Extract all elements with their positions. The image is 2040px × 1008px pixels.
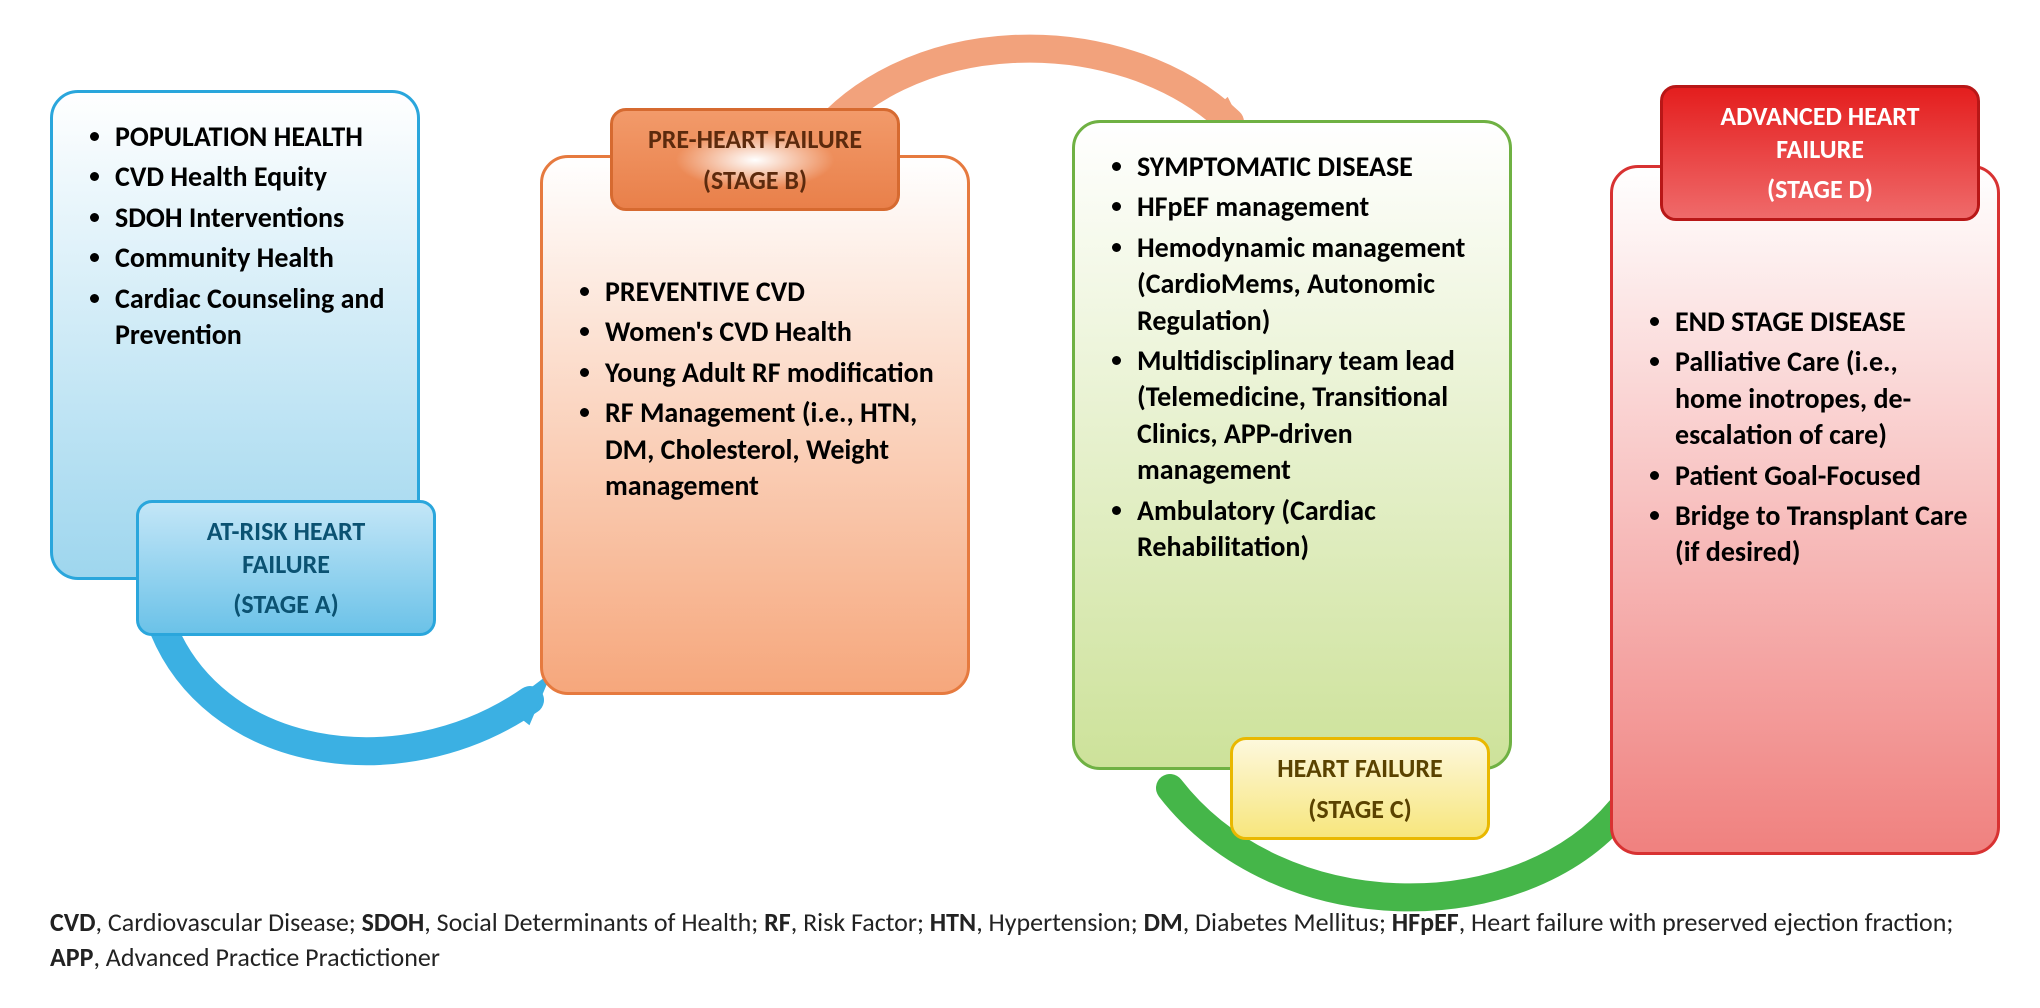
list-item: Patient Goal-Focused [1675, 458, 1969, 494]
stage-d-badge: ADVANCED HEART FAILURE (STAGE D) [1660, 85, 1980, 221]
list-item: Women's CVD Health [605, 314, 939, 350]
stage-b-box: PREVENTIVE CVD Women's CVD Health Young … [540, 155, 970, 695]
badge-line2: (STAGE B) [635, 164, 875, 197]
list-item: Bridge to Transplant Care (if desired) [1675, 498, 1969, 571]
stage-c-badge: HEART FAILURE (STAGE C) [1230, 737, 1490, 840]
list-item: CVD Health Equity [115, 159, 389, 195]
stage-a-list: POPULATION HEALTH CVD Health Equity SDOH… [91, 119, 389, 353]
stage-d-box: END STAGE DISEASE Palliative Care (i.e.,… [1610, 165, 2000, 855]
stage-c-box: SYMPTOMATIC DISEASE HFpEF management Hem… [1072, 120, 1512, 770]
list-item: HFpEF management [1137, 189, 1481, 225]
list-item: SYMPTOMATIC DISEASE [1137, 149, 1481, 185]
list-item: Cardiac Counseling and Prevention [115, 281, 389, 354]
list-item: RF Management (i.e., HTN, DM, Cholestero… [605, 395, 939, 504]
list-item: SDOH Interventions [115, 200, 389, 236]
list-item: PREVENTIVE CVD [605, 274, 939, 310]
badge-line1: ADVANCED HEART [1685, 100, 1955, 133]
stage-d-list: END STAGE DISEASE Palliative Care (i.e.,… [1651, 304, 1969, 571]
badge-line2: (STAGE A) [161, 588, 411, 621]
badge-line2: FAILURE [1685, 133, 1955, 166]
badge-line1: PRE-HEART FAILURE [635, 123, 875, 156]
list-item: Young Adult RF modification [605, 355, 939, 391]
stage-a-badge: AT-RISK HEART FAILURE (STAGE A) [136, 500, 436, 636]
badge-line1: AT-RISK HEART FAILURE [161, 515, 411, 580]
stage-b-badge: PRE-HEART FAILURE (STAGE B) [610, 108, 900, 211]
abbreviation-footer: CVD, Cardiovascular Disease; SDOH, Socia… [50, 905, 1990, 975]
badge-line2: (STAGE C) [1255, 793, 1465, 826]
list-item: Palliative Care (i.e., home inotropes, d… [1675, 344, 1969, 453]
list-item: Community Health [115, 240, 389, 276]
list-item: Hemodynamic management (CardioMems, Auto… [1137, 230, 1481, 339]
badge-line1: HEART FAILURE [1255, 752, 1465, 785]
list-item: Ambulatory (Cardiac Rehabilitation) [1137, 493, 1481, 566]
badge-line3: (STAGE D) [1685, 173, 1955, 206]
list-item: POPULATION HEALTH [115, 119, 389, 155]
list-item: Multidisciplinary team lead (Telemedicin… [1137, 343, 1481, 489]
stage-b-list: PREVENTIVE CVD Women's CVD Health Young … [581, 274, 939, 504]
list-item: END STAGE DISEASE [1675, 304, 1969, 340]
stage-c-list: SYMPTOMATIC DISEASE HFpEF management Hem… [1113, 149, 1481, 565]
